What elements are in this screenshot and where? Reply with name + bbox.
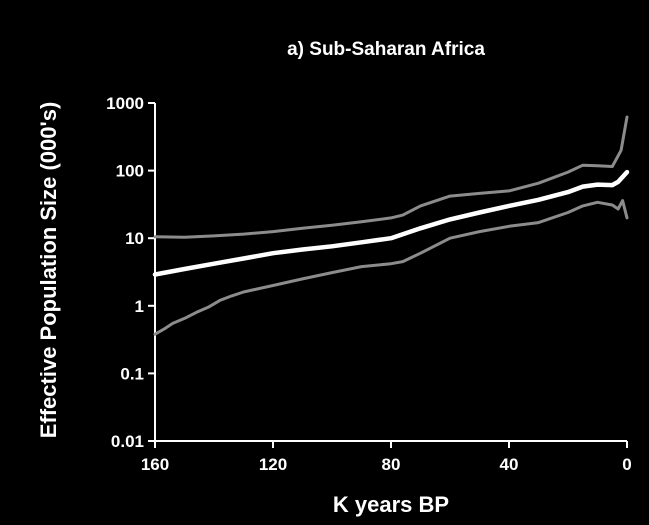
tick-group: 1000 100 10 1 0.1 0.01 160 120 80 40 0	[106, 94, 632, 474]
series-line-upper	[153, 115, 629, 239]
y-tick-label: 1	[135, 297, 144, 316]
axes	[154, 103, 627, 442]
x-tick-label: 80	[382, 455, 401, 474]
x-axis-label: K years BP	[333, 492, 449, 517]
y-tick-label: 100	[116, 162, 144, 181]
y-axis-label: Effective Population Size (000's)	[36, 102, 61, 439]
series-line-lower	[153, 199, 629, 336]
x-tick-label: 40	[500, 455, 519, 474]
y-tick-label: 10	[125, 229, 144, 248]
y-tick-label: 0.1	[120, 364, 144, 383]
series-line-median	[152, 169, 630, 277]
series-group	[152, 115, 630, 336]
x-tick-label: 120	[259, 455, 287, 474]
y-tick-label: 1000	[106, 94, 144, 113]
x-tick-label: 0	[622, 455, 631, 474]
y-tick-label: 0.01	[111, 432, 144, 451]
chart-title: a) Sub-Saharan Africa	[287, 39, 485, 60]
x-tick-label: 160	[141, 455, 169, 474]
